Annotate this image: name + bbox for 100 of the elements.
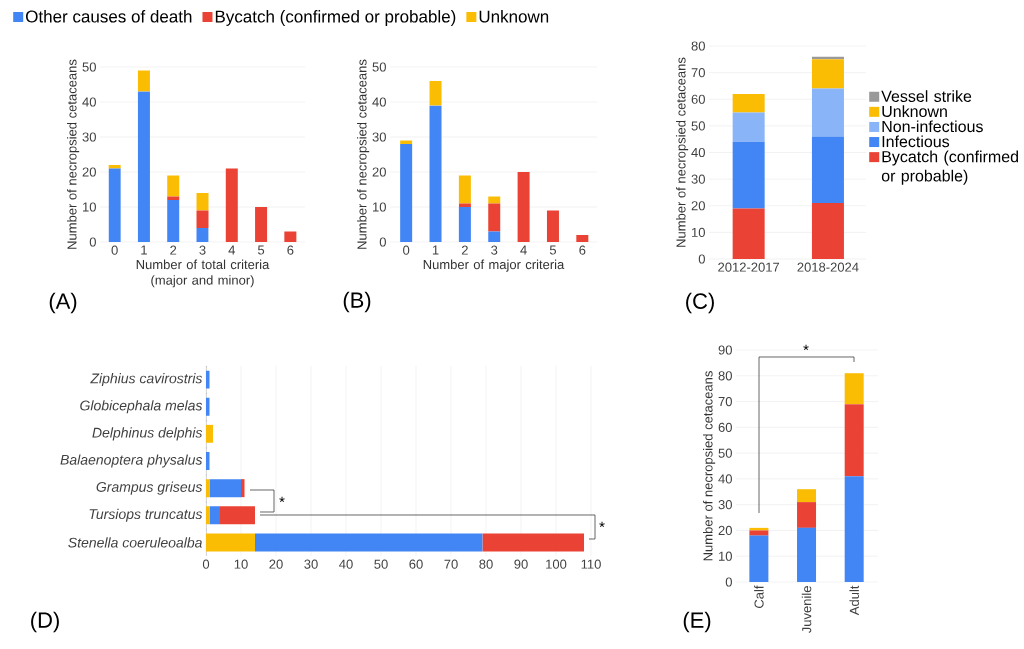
y-tick-label: 30 [82, 132, 96, 142]
x-tick-label: 2012-2017 [718, 262, 780, 272]
y-tick-label: 60 [691, 94, 705, 104]
bar [811, 203, 844, 259]
x-tick-label: 5 [257, 245, 265, 255]
y-tick-label: 70 [718, 396, 732, 407]
bar [206, 533, 255, 552]
y-tick-label: 60 [718, 422, 732, 432]
x-tick-label: 5 [549, 245, 557, 255]
y-axis-title: Number of necropsied cetaceans [67, 59, 80, 249]
bar [458, 175, 471, 204]
legend-label: Bycatch (confirmed or probable) [881, 150, 1018, 185]
y-tick-label: 50 [718, 448, 732, 458]
y-tick-label: 20 [718, 525, 732, 536]
y-tick-label: 50 [691, 121, 705, 131]
x-tick-label: 70 [444, 559, 458, 569]
text: (E) [683, 611, 711, 633]
bar [797, 489, 817, 503]
y-tick-label: 0 [698, 254, 705, 264]
x-tick-label: 90 [514, 559, 528, 569]
y-tick-label: 10 [719, 551, 732, 561]
bar [209, 479, 242, 498]
x-tick-label: 4 [520, 245, 527, 255]
y-tick-label: 20 [691, 201, 705, 211]
legend-label: Unknown [882, 105, 947, 118]
bar [732, 141, 765, 209]
y-axis-title: Number of necropsied cetaceans [703, 371, 716, 561]
bar [811, 88, 844, 137]
text: (B) [343, 291, 371, 313]
y-tick-label: 30 [691, 174, 705, 184]
x-tick-label: 1 [141, 245, 147, 255]
bar [546, 210, 559, 242]
y-tick-label: 40 [718, 474, 732, 484]
x-tick-label: 110 [581, 559, 601, 569]
y-tick-label: Stenella coeruleoalba [68, 537, 202, 548]
bar [167, 175, 180, 197]
x-tick-label: 10 [234, 559, 248, 569]
bar [488, 196, 501, 204]
x-tick-label: 20 [269, 559, 283, 569]
legend-label: Infectious [882, 135, 950, 148]
y-tick-label: 90 [718, 345, 732, 355]
x-tick-label: 3 [491, 245, 498, 255]
bar [732, 208, 765, 259]
annotation: * [803, 344, 809, 351]
bar [517, 172, 530, 242]
y-tick-label: 80 [691, 41, 705, 51]
bar [749, 530, 769, 536]
x-tick-label: 2 [461, 245, 468, 255]
legend-label: Bycatch (confirmed or probable) [215, 10, 456, 26]
y-tick-label: 40 [691, 147, 705, 158]
bar [167, 200, 180, 242]
bar [429, 81, 442, 106]
bar [482, 533, 585, 552]
legend-label: Non-infectious [882, 120, 983, 133]
bar [429, 105, 442, 242]
x-tick-label: 40 [339, 559, 353, 569]
x-tick-label: 100 [546, 559, 567, 569]
bar [732, 112, 765, 142]
y-tick-label: 10 [692, 227, 705, 237]
x-tick-label: 6 [287, 245, 294, 255]
bar [284, 231, 297, 242]
y-tick-label: Globicephala melas [80, 400, 203, 414]
bar [196, 210, 209, 228]
y-tick-label: 40 [372, 97, 386, 107]
bar [844, 476, 864, 582]
bar [732, 93, 765, 113]
bar [196, 193, 209, 211]
x-tick-label: Adult [849, 585, 859, 616]
x-tick-label: 3 [199, 245, 206, 255]
x-tick-label: 2018-2024 [797, 262, 859, 272]
y-tick-label: Balaenoptera physalus [60, 454, 203, 468]
y-axis-title: Number of necropsied cetaceans [357, 59, 370, 249]
bar [255, 533, 483, 552]
bar [797, 527, 817, 582]
bar [844, 373, 864, 405]
y-tick-label: 0 [379, 237, 386, 247]
bar [196, 228, 209, 242]
x-axis-title: Number of total criteria (major and minor) [136, 259, 270, 288]
bar [209, 506, 221, 525]
text: (D) [31, 611, 59, 633]
y-tick-label: 20 [82, 167, 96, 177]
x-tick-label: 80 [479, 559, 493, 569]
bar [108, 168, 121, 242]
bar [576, 235, 589, 242]
bar [811, 59, 844, 89]
legend-label: Vessel strike [881, 90, 972, 102]
text: * [599, 521, 605, 528]
x-tick-label: 30 [304, 559, 318, 569]
y-tick-label: 40 [82, 97, 96, 107]
y-tick-label: 70 [691, 68, 705, 78]
x-tick-label: 4 [228, 245, 236, 255]
y-tick-label: 10 [83, 202, 96, 212]
y-tick-label: Grampus griseus [96, 481, 203, 495]
y-tick-label: 10 [373, 202, 386, 212]
x-tick-label: 2 [170, 245, 177, 255]
bar [749, 535, 769, 582]
x-tick-label: 0 [403, 245, 410, 255]
x-tick-label: 0 [111, 245, 118, 255]
x-tick-label: Juvenile [801, 586, 812, 634]
bar [255, 207, 268, 242]
